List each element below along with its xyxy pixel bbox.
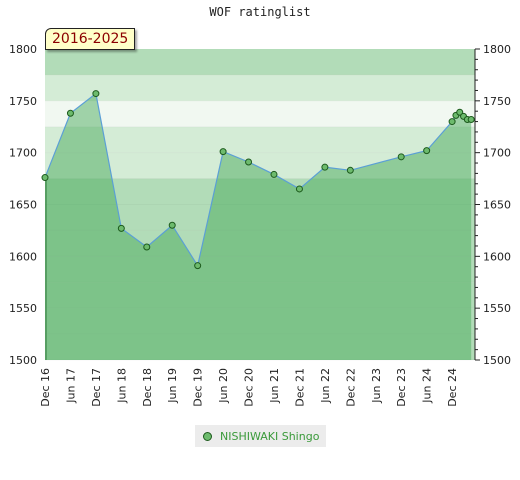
x-tick-label: Jun 21: [268, 368, 281, 404]
x-tick-label: Dec 18: [141, 368, 154, 407]
band: [45, 308, 475, 335]
x-tick-label: Jun 22: [319, 368, 332, 404]
y-tick-label-right: 1700: [483, 147, 511, 160]
data-point: [448, 118, 456, 126]
x-tick-label: Dec 19: [192, 368, 205, 407]
data-point: [92, 90, 100, 98]
legend-series-label: NISHIWAKI Shingo: [220, 429, 320, 443]
y-tick-label-left: 1750: [9, 95, 37, 108]
band: [45, 100, 475, 127]
y-tick-label-left: 1700: [9, 147, 37, 160]
x-tick-label: Dec 16: [39, 368, 52, 407]
period-badge: 2016-2025: [45, 28, 136, 50]
data-point: [219, 148, 227, 156]
y-tick-label-left: 1500: [9, 354, 37, 367]
x-tick-label: Jun 24: [421, 368, 434, 404]
x-tick-label: Dec 22: [344, 368, 357, 407]
y-tick-label-right: 1600: [483, 250, 511, 263]
x-tick-label: Dec 24: [446, 368, 459, 407]
band: [45, 256, 475, 283]
data-point: [467, 115, 475, 123]
x-tick-label: Dec 21: [293, 368, 306, 407]
band: [45, 49, 475, 75]
y-tick-label-right: 1750: [483, 95, 511, 108]
band: [45, 178, 475, 205]
x-tick-label: Dec 23: [395, 368, 408, 407]
data-point: [117, 224, 125, 232]
band: [45, 204, 475, 231]
x-tick-label: Jun 19: [166, 368, 179, 404]
band: [45, 126, 475, 153]
data-point: [66, 109, 74, 117]
data-point: [41, 174, 49, 182]
series-area: [45, 93, 472, 361]
x-tick-label: Dec 20: [243, 368, 256, 407]
x-tick-label: Dec 17: [90, 368, 103, 407]
data-point: [270, 170, 278, 178]
y-tick-label-left: 1650: [9, 199, 37, 212]
data-point: [346, 166, 354, 174]
y-tick-label-right: 1500: [483, 354, 511, 367]
x-axis-labels: Dec 16 Jun 17 Dec 17 Jun 18 Dec 18 Jun 19 Dec …: [39, 368, 459, 407]
y-tick-label-left: 1550: [9, 302, 37, 315]
data-point: [295, 185, 303, 193]
legend: NISHIWAKI Shingo: [195, 425, 326, 447]
data-point: [397, 153, 405, 161]
data-point: [245, 158, 253, 166]
chart-axes: [474, 48, 480, 361]
band: [45, 230, 475, 257]
y-axis-right-labels: 1500 1550 1600 1650 1700 1750 1800: [483, 43, 511, 367]
y-tick-label-right: 1550: [483, 302, 511, 315]
data-point: [321, 163, 329, 171]
band: [45, 334, 475, 360]
data-point: [456, 108, 464, 116]
x-tick-label: Jun 20: [217, 368, 230, 404]
data-point: [423, 147, 431, 155]
band: [45, 74, 475, 101]
data-point: [143, 243, 151, 251]
data-point: [194, 262, 202, 270]
data-point: [168, 221, 176, 229]
chart-title: WOF ratinglist: [209, 5, 311, 19]
y-tick-label-left: 1800: [9, 43, 37, 56]
x-tick-label: Jun 23: [370, 368, 383, 404]
y-tick-label-right: 1800: [483, 43, 511, 56]
x-tick-label: Jun 17: [64, 368, 77, 404]
y-axis-left-labels: 1500 1550 1600 1650 1700 1750 1800: [9, 43, 37, 367]
legend-marker: [203, 431, 212, 441]
rating-points: [41, 90, 475, 270]
background-bands: [45, 49, 475, 360]
y-tick-label-left: 1600: [9, 250, 37, 263]
x-tick-label: Jun 18: [115, 368, 128, 404]
y-tick-label-right: 1650: [483, 199, 511, 212]
band: [45, 282, 475, 309]
